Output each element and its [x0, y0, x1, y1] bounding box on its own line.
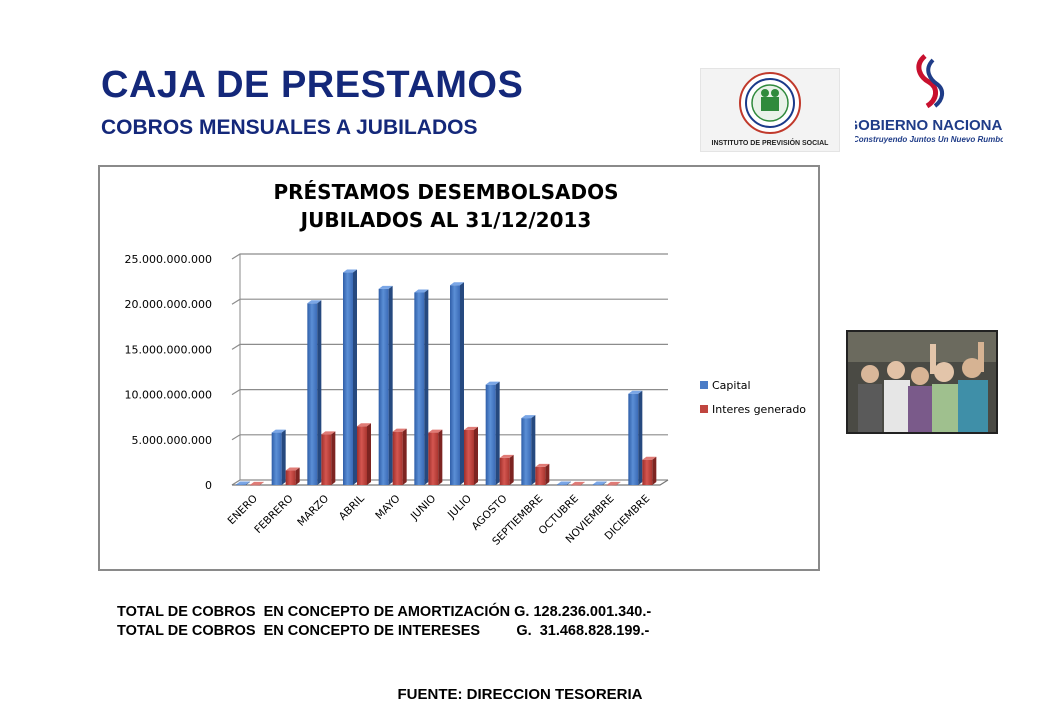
bar-interes-agosto	[499, 454, 514, 485]
x-tick-label: MAYO	[373, 493, 402, 522]
chart-title-line1: PRÉSTAMOS DESEMBOLSADOS	[273, 180, 618, 204]
bar-capital-mayo	[378, 285, 393, 485]
gobierno-logo-tagline: Construyendo Juntos Un Nuevo Rumbo	[855, 135, 1003, 144]
retirees-photo	[846, 330, 998, 434]
bar-interes-mayo	[392, 428, 407, 485]
bar-interes-diciembre	[642, 456, 657, 485]
y-tick-label: 20.000.000.000	[125, 298, 212, 311]
x-tick-label: MARZO	[295, 493, 331, 529]
bar-interes-marzo	[321, 431, 336, 485]
bar-capital-enero	[236, 481, 250, 486]
chart-title-line2: JUBILADOS AL 31/12/2013	[299, 208, 592, 232]
bar-capital-junio	[414, 289, 429, 485]
bar-chart: PRÉSTAMOS DESEMBOLSADOS JUBILADOS AL 31/…	[125, 180, 807, 548]
bar-interes-abril	[357, 423, 371, 485]
y-tick-label: 0	[205, 479, 212, 492]
y-tick-label: 15.000.000.000	[125, 343, 212, 356]
x-tick-label: JUNIO	[408, 493, 438, 523]
y-tick-label: 10.000.000.000	[125, 389, 212, 402]
bar-interes-septiembre	[535, 463, 550, 485]
bar-capital-julio	[450, 282, 464, 485]
legend-label-capital: Capital	[712, 379, 751, 392]
x-tick-label: JULIO	[445, 493, 474, 522]
bar-capital-diciembre	[628, 390, 643, 485]
x-axis-line	[232, 479, 669, 486]
bar-capital-febrero	[271, 429, 286, 485]
x-tick-label: FEBRERO	[252, 493, 295, 536]
gridline	[231, 253, 668, 260]
bar-capital-noviembre	[592, 481, 607, 486]
bar-interes-junio	[428, 429, 443, 485]
legend-swatch-interes	[700, 405, 708, 413]
y-axis-line	[231, 254, 241, 486]
bar-interes-julio	[464, 426, 478, 485]
legend-label-interes: Interes generado	[712, 403, 806, 416]
gridline	[231, 389, 668, 396]
y-tick-label: 25.000.000.000	[125, 253, 212, 266]
gridline	[231, 343, 668, 350]
total-intereses: TOTAL DE COBROS EN CONCEPTO DE INTERESES…	[117, 623, 650, 639]
bar-capital-septiembre	[521, 415, 536, 485]
bar-interes-octubre	[571, 481, 585, 486]
source-note: FUENTE: DIRECCION TESORERIA	[397, 686, 643, 703]
totals-block: TOTAL DE COBROS EN CONCEPTO DE AMORTIZAC…	[117, 603, 651, 641]
x-tick-label: ENERO	[226, 493, 260, 527]
gobierno-logo-title: GOBIERNO NACIONAL	[855, 117, 1003, 134]
bar-interes-enero	[250, 481, 264, 486]
bar-capital-abril	[343, 269, 357, 485]
page-title: CAJA DE PRESTAMOS	[101, 64, 524, 106]
page-subtitle: COBROS MENSUALES A JUBILADOS	[101, 116, 478, 139]
x-tick-label: ABRIL	[337, 493, 367, 523]
gridline	[231, 298, 668, 305]
bar-capital-agosto	[485, 381, 500, 485]
ips-logo-text: INSTITUTO DE PREVISIÓN SOCIAL	[712, 138, 830, 147]
total-amortizacion: TOTAL DE COBROS EN CONCEPTO DE AMORTIZAC…	[117, 604, 652, 620]
y-tick-label: 5.000.000.000	[132, 434, 212, 447]
bar-capital-marzo	[307, 300, 322, 485]
bar-interes-febrero	[285, 467, 300, 485]
bar-capital-octubre	[557, 481, 571, 486]
ips-logo: INSTITUTO DE PREVISIÓN SOCIAL	[700, 68, 840, 152]
chart-container: PRÉSTAMOS DESEMBOLSADOS JUBILADOS AL 31/…	[98, 165, 820, 571]
bar-interes-noviembre	[606, 481, 621, 486]
gobierno-nacional-logo: GOBIERNO NACIONAL Construyendo Juntos Un…	[847, 52, 1012, 150]
legend-swatch-capital	[700, 381, 708, 389]
